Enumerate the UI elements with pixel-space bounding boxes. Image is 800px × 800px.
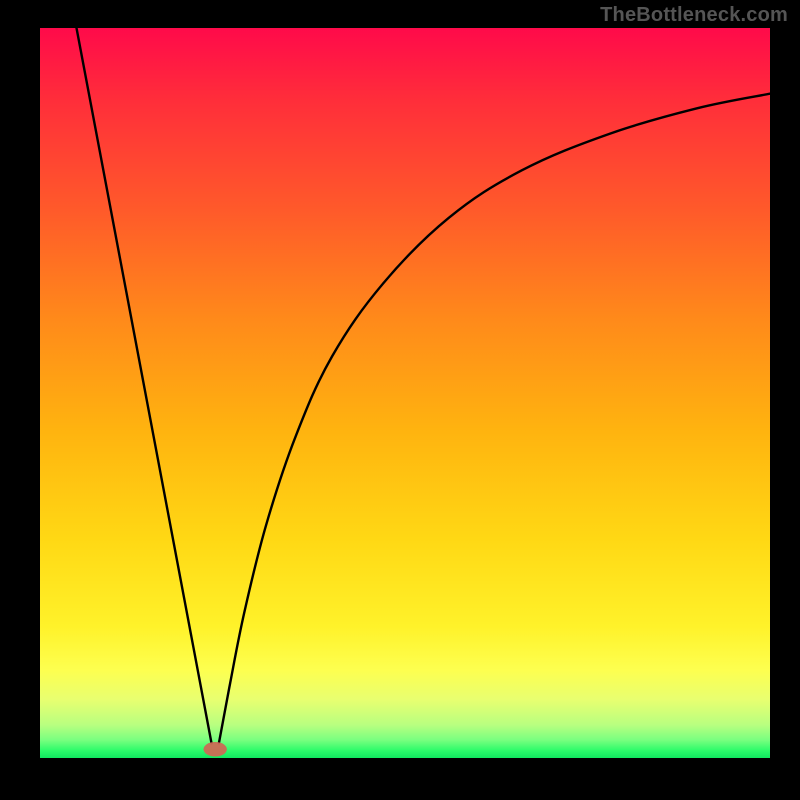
bottleneck-chart [40,28,770,758]
chart-viewport: TheBottleneck.com [0,0,800,800]
watermark-text: TheBottleneck.com [600,4,788,27]
minimum-marker [204,742,227,757]
chart-background [40,28,770,758]
